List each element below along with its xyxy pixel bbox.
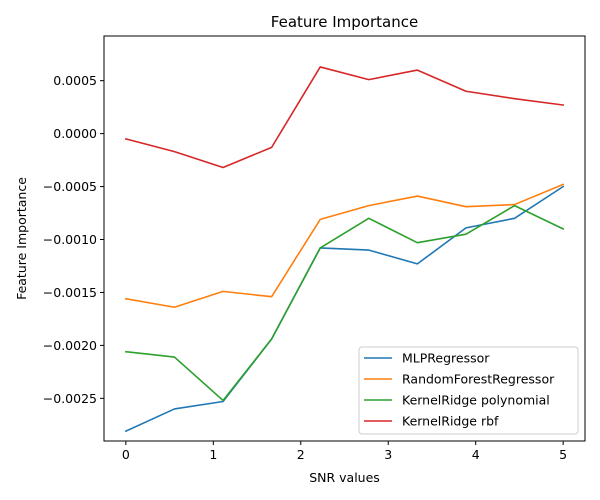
x-tick-label: 1 — [209, 447, 217, 462]
y-tick-label: −0.0010 — [43, 232, 97, 247]
x-tick-label: 4 — [472, 447, 480, 462]
axis-ticks: 0 1 2 3 4 5 −0.0025 −0.0020 −0.0015 −0.0010 −0.000… — [43, 73, 567, 462]
series-line-1 — [124, 185, 565, 433]
series-line-3 — [124, 204, 565, 402]
legend-label: MLPRegressor — [402, 351, 490, 366]
y-tick-label: −0.0015 — [43, 285, 97, 300]
legend-label: KernelRidge polynomial — [402, 393, 550, 408]
y-tick-label: 0.0005 — [53, 73, 97, 88]
series-line-4 — [124, 66, 565, 169]
y-tick-label: −0.0025 — [43, 391, 97, 406]
legend-box — [358, 346, 579, 435]
x-axis-label: SNR values — [309, 470, 380, 485]
axes-frame — [103, 35, 586, 442]
x-tick-label: 3 — [384, 447, 392, 462]
legend-label: RandomForestRegressor — [402, 372, 555, 387]
series-line-2 — [124, 183, 565, 309]
x-tick-label: 2 — [297, 447, 305, 462]
legend-label: KernelRidge rbf — [402, 414, 499, 429]
legend: MLPRegressor RandomForestRegressor KernelR… — [358, 346, 579, 435]
plot-area — [124, 66, 565, 433]
x-tick-label: 5 — [559, 447, 567, 462]
y-tick-label: 0.0000 — [53, 126, 97, 141]
x-tick-label: 0 — [122, 447, 130, 462]
chart-title: Feature Importance — [271, 13, 418, 31]
y-tick-label: −0.0005 — [43, 179, 97, 194]
y-axis-label: Feature Importance — [14, 177, 29, 300]
y-tick-label: −0.0020 — [43, 338, 97, 353]
